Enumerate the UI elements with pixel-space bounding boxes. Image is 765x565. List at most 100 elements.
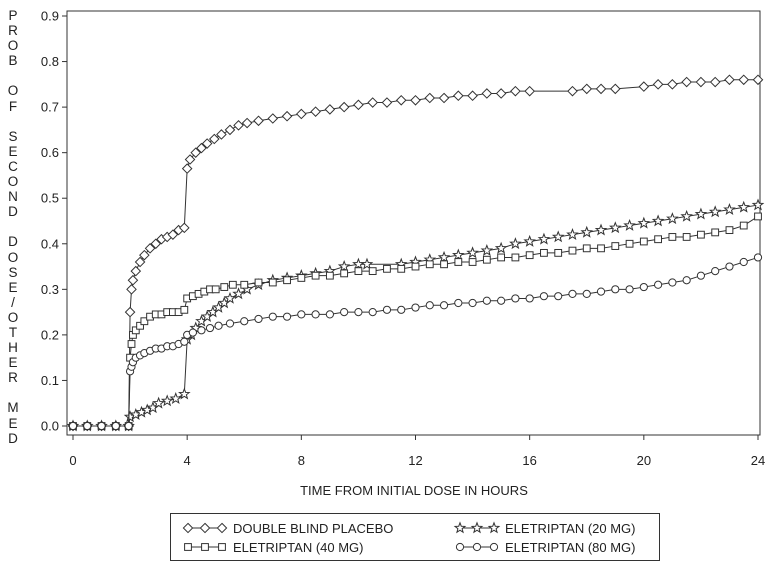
data-point-circle	[739, 257, 748, 267]
data-point-circle	[668, 278, 677, 287]
data-point-square	[411, 262, 420, 271]
data-point-star	[580, 225, 594, 238]
data-point-square	[497, 253, 506, 262]
legend-marker-star	[470, 521, 484, 534]
y-tick-label: 0.8	[41, 54, 59, 69]
data-point-diamond	[208, 133, 220, 145]
data-point-square	[131, 326, 140, 335]
x-axis-title: TIME FROM INITIAL DOSE IN HOURS	[300, 483, 528, 498]
y-axis-label-letter: H	[8, 340, 18, 356]
data-point-square	[283, 276, 291, 285]
legend-marker-square	[184, 543, 192, 551]
data-point-square	[325, 271, 334, 280]
data-point-diamond	[281, 110, 293, 122]
data-point-square	[654, 235, 663, 244]
y-axis-label-letter: D	[8, 234, 18, 250]
chart-legend: DOUBLE BLIND PLACEBO ELETRIPTAN (20 MG) …	[170, 513, 660, 561]
data-point-circle	[180, 337, 189, 346]
data-point-diamond	[410, 94, 421, 106]
legend-item-eletriptan-40: ELETRIPTAN (40 MG)	[181, 538, 364, 556]
data-point-star	[623, 218, 636, 231]
data-point-star	[566, 228, 579, 241]
y-tick-label: 0.4	[41, 236, 59, 251]
y-axis-label-letter: E	[8, 415, 18, 431]
y-axis-label-letter: /	[11, 294, 15, 310]
data-point-star	[360, 257, 374, 270]
data-point-square	[725, 226, 734, 235]
series-line	[73, 79, 758, 427]
legend-item-eletriptan-20: ELETRIPTAN (20 MG)	[453, 519, 636, 537]
y-tick-label: 0.1	[41, 373, 59, 388]
data-point-circle	[214, 321, 223, 330]
y-tick-label: 0.3	[41, 282, 59, 297]
data-point-square	[525, 251, 534, 260]
data-point-diamond	[467, 90, 478, 102]
data-point-diamond	[139, 249, 150, 261]
y-axis-label-letter: S	[8, 128, 18, 144]
data-point-square	[127, 340, 136, 348]
data-point-diamond	[353, 99, 364, 111]
data-point-square	[625, 239, 634, 248]
data-point-circle	[340, 308, 349, 317]
data-point-diamond	[296, 108, 307, 120]
data-point-square	[397, 264, 406, 273]
y-axis-label-letter: P	[8, 8, 18, 23]
x-tick-label: 20	[637, 453, 651, 468]
data-point-star	[494, 241, 508, 254]
y-axis-label-letter: S	[8, 264, 18, 280]
data-point-star	[466, 246, 479, 259]
data-point-star	[352, 257, 365, 270]
data-point-diamond	[241, 117, 253, 129]
data-point-circle	[225, 319, 235, 328]
data-point-diamond	[179, 222, 190, 234]
data-point-circle	[124, 421, 133, 431]
data-point-diamond	[595, 83, 607, 95]
data-point-square	[754, 212, 762, 221]
data-point-square	[611, 242, 620, 250]
legend-marker-diamond	[182, 522, 194, 534]
data-point-square	[454, 258, 463, 266]
y-axis-label-letter: T	[8, 324, 18, 340]
y-axis-label-letter: D	[8, 430, 18, 446]
data-point-square	[254, 278, 263, 287]
data-point-diamond	[338, 101, 350, 113]
x-tick-label: 0	[69, 453, 76, 468]
data-point-circle	[397, 305, 406, 314]
data-point-circle	[425, 301, 434, 310]
data-point-diamond	[267, 113, 279, 124]
y-axis-label-letter: N	[8, 189, 18, 205]
data-point-diamond	[216, 129, 227, 140]
data-point-square	[368, 267, 377, 276]
data-point-diamond	[367, 97, 378, 108]
data-point-diamond	[438, 92, 450, 104]
data-point-square	[739, 221, 748, 230]
data-point-square	[211, 285, 220, 294]
data-point-diamond	[150, 238, 162, 250]
data-point-diamond	[201, 138, 213, 149]
legend-marker-star	[453, 521, 501, 534]
data-point-diamond	[695, 76, 707, 88]
data-point-circle	[311, 310, 320, 319]
data-point-diamond	[196, 142, 207, 154]
data-point-star	[232, 287, 245, 300]
data-point-star	[169, 392, 183, 405]
data-point-circle	[268, 312, 277, 321]
data-point-star	[637, 216, 651, 229]
data-point-star	[594, 223, 608, 236]
data-point-star	[551, 230, 565, 243]
data-point-star	[666, 212, 679, 225]
data-point-square	[136, 321, 144, 330]
data-point-square	[597, 244, 605, 253]
data-point-circle	[68, 421, 78, 431]
y-axis-label-letter: E	[8, 279, 18, 295]
data-point-circle	[639, 282, 648, 292]
data-point-star	[509, 237, 522, 250]
data-point-star	[723, 202, 736, 215]
data-point-circle	[240, 317, 249, 326]
data-point-diamond	[495, 88, 507, 99]
series-circle	[68, 253, 763, 431]
data-point-circle	[596, 287, 606, 296]
legend-label: ELETRIPTAN (20 MG)	[505, 520, 636, 536]
data-point-circle	[83, 421, 92, 431]
data-point-circle	[411, 303, 420, 312]
